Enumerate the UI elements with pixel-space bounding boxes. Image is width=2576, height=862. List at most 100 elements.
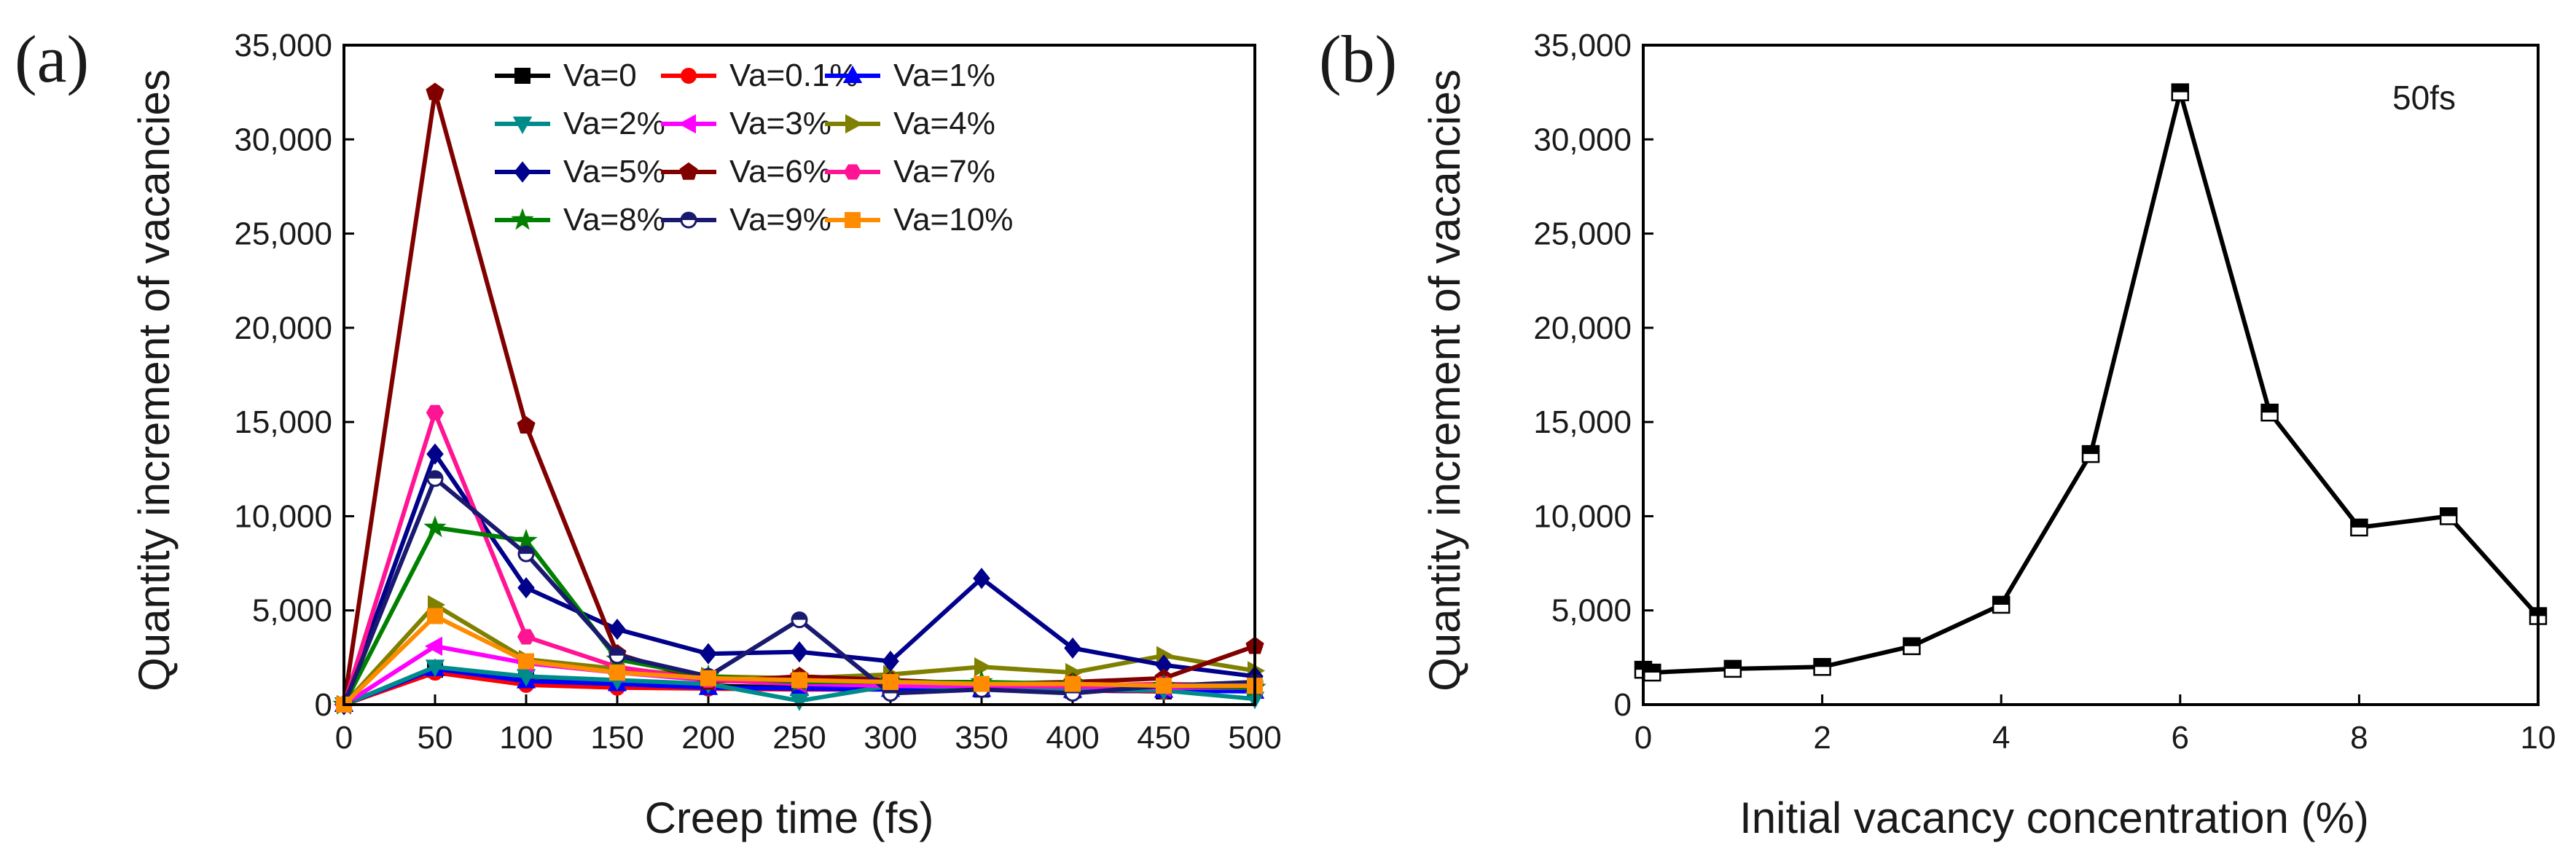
panel-a-x-tick-label: 500 (1228, 720, 1281, 756)
panel-b-x-tick-label: 6 (2172, 720, 2189, 756)
panel-b-y-tick-label: 25,000 (1533, 216, 1632, 252)
legend-label: Va=8% (563, 202, 665, 238)
legend-item: Va=0 (495, 58, 637, 93)
data-point (426, 470, 444, 487)
legend-label: Va=9% (729, 202, 831, 238)
panel-b-x-axis-label: Initial vacancy concentration (%) (1739, 794, 2369, 842)
legend-marker (680, 211, 697, 229)
panel-a-y-tick-label: 30,000 (234, 122, 332, 157)
legend-label: Va=10% (893, 202, 1013, 238)
legend-item: Va=9% (661, 202, 831, 238)
data-point (517, 545, 535, 563)
panel-b-x-tick-label: 10 (2521, 720, 2556, 756)
panel-b-plot-area (1634, 83, 2548, 682)
legend-marker (845, 114, 864, 134)
legend-label: Va=2% (563, 106, 665, 141)
data-point (2171, 83, 2190, 101)
series-Va=10% (336, 608, 1263, 713)
series-line (1643, 90, 2540, 675)
data-point (2350, 518, 2368, 537)
legend-item: Va=10% (825, 202, 1013, 238)
data-point (2260, 403, 2279, 422)
panel-a-x-tick-label: 250 (772, 720, 826, 756)
chart-panel-b: (b) Quantity increment of vacancies Init… (1319, 22, 2556, 842)
panel-a-x-tick-label: 100 (499, 720, 552, 756)
legend-item: Va=6% (661, 154, 831, 189)
legend-item: Va=3% (661, 106, 831, 141)
legend-marker (514, 161, 531, 183)
chart-panel-a: (a) Quantity increment of vacancies Cree… (15, 22, 1282, 842)
panel-a-x-tick-label: 350 (955, 720, 1008, 756)
data-point (1643, 663, 1661, 682)
data-point (427, 608, 443, 624)
panel-b-ticks: 0 5,000 10,000 15,000 20,000 25,000 30,000 35,0… (1533, 28, 2556, 756)
panel-a-x-tick-label: 300 (864, 720, 917, 756)
data-point (517, 629, 536, 645)
legend-item: Va=1% (825, 58, 995, 93)
data-point (2081, 444, 2100, 463)
data-point (973, 568, 990, 589)
legend-marker (679, 162, 698, 180)
data-point (1064, 637, 1081, 659)
panel-b-x-tick-label: 0 (1635, 720, 1652, 756)
data-point (518, 653, 534, 670)
legend-item: Va=7% (825, 154, 995, 189)
series-Va=7% (334, 404, 1264, 713)
panel-a-y-tick-label: 20,000 (234, 310, 332, 346)
panel-b-x-tick-label: 8 (2350, 720, 2368, 756)
data-point (425, 659, 445, 678)
legend-label: Va=0 (563, 58, 637, 93)
legend-label: Va=6% (729, 154, 831, 189)
legend-label: Va=7% (893, 154, 995, 189)
data-point (514, 528, 538, 551)
data-point (517, 577, 535, 599)
data-point (882, 673, 899, 690)
series-Va=5% (335, 443, 1264, 716)
data-point (1813, 658, 1831, 676)
legend-label: Va=4% (893, 106, 995, 141)
data-point (608, 618, 626, 640)
data-point (608, 647, 626, 665)
panel-a-y-tick-label: 0 (315, 687, 332, 723)
data-point (791, 611, 808, 629)
legend-label: Va=1% (893, 58, 995, 93)
data-point (1156, 678, 1172, 694)
data-point (1723, 659, 1742, 678)
panel-a-y-tick-label: 35,000 (234, 28, 332, 63)
legend-marker (512, 117, 533, 135)
panel-a-plot-area (332, 82, 1267, 716)
data-point (2439, 507, 2458, 525)
legend-item: Va=2% (495, 106, 665, 141)
panel-b-axes-frame (1642, 44, 2540, 706)
data-point (974, 657, 993, 677)
panel-a-y-axis-label: Quantity increment of vacancies (130, 69, 179, 691)
legend-marker (681, 68, 697, 84)
panel-b-y-tick-label: 35,000 (1533, 28, 1632, 63)
data-point (426, 82, 445, 101)
data-point (700, 643, 717, 665)
data-point (517, 416, 536, 434)
legend-marker (842, 65, 863, 83)
legend-item: Va=5% (495, 154, 665, 189)
legend-marker (843, 164, 862, 180)
data-point (609, 665, 625, 681)
legend-item: Va=8% (495, 202, 665, 238)
panel-a-x-tick-label: 0 (335, 720, 353, 756)
legend-marker (845, 212, 861, 228)
series-initial-vacancy (1634, 83, 2548, 682)
data-point (516, 669, 536, 687)
data-point (974, 675, 990, 692)
panel-b-y-tick-label: 5,000 (1551, 593, 1632, 629)
data-point (426, 443, 444, 465)
legend-marker (514, 68, 531, 84)
panel-a-x-tick-label: 450 (1137, 720, 1190, 756)
panel-a-y-tick-label: 5,000 (252, 593, 332, 629)
panel-b-y-tick-label: 30,000 (1533, 122, 1632, 157)
data-point (791, 641, 808, 663)
legend: Va=0 Va=0.1% Va=1%Va=2% Va=3% Va=4%Va=5% Va=6… (495, 58, 1013, 238)
data-point (1065, 675, 1081, 692)
data-point (423, 515, 447, 538)
annotation-50fs: 50fs (2392, 79, 2456, 117)
panel-a-x-tick-label: 200 (681, 720, 735, 756)
data-point (1992, 595, 2011, 614)
